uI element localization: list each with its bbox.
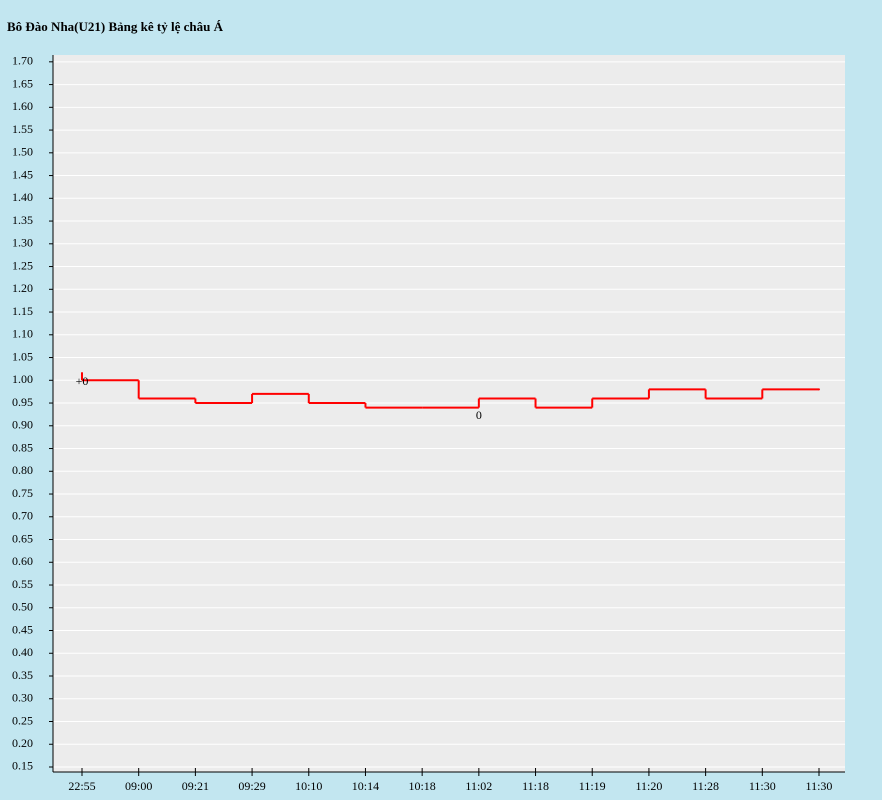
y-tick-label: 1.40	[12, 190, 33, 204]
y-tick-label: 0.35	[12, 668, 33, 682]
x-tick-label: 10:10	[295, 779, 322, 793]
x-tick-label: 11:30	[749, 779, 776, 793]
y-tick-label: 0.85	[12, 440, 33, 454]
annotation: +0	[76, 374, 89, 388]
chart-title: Bô Đào Nha(U21) Bảng kê tỷ lệ châu Á	[7, 19, 224, 34]
y-tick-label: 1.60	[12, 99, 33, 113]
x-tick-label: 22:55	[68, 779, 95, 793]
y-tick-label: 0.80	[12, 463, 33, 477]
x-tick-label: 11:19	[579, 779, 606, 793]
y-tick-label: 1.05	[12, 349, 33, 363]
y-tick-label: 0.75	[12, 486, 33, 500]
y-tick-label: 0.45	[12, 622, 33, 636]
y-tick-label: 1.00	[12, 372, 33, 386]
y-tick-label: 1.10	[12, 327, 33, 341]
x-tick-label: 11:28	[692, 779, 719, 793]
y-tick-label: 0.90	[12, 418, 33, 432]
y-tick-label: 0.15	[12, 759, 33, 773]
plot-area	[53, 55, 845, 772]
x-tick-label: 09:00	[125, 779, 152, 793]
y-tick-label: 0.70	[12, 509, 33, 523]
y-tick-label: 1.55	[12, 122, 33, 136]
step-point	[818, 388, 820, 391]
y-tick-label: 1.70	[12, 54, 33, 68]
y-tick-label: 1.65	[12, 76, 33, 90]
y-tick-label: 1.50	[12, 145, 33, 159]
x-tick-label: 11:18	[522, 779, 549, 793]
y-tick-label: 1.45	[12, 167, 33, 181]
x-tick-label: 10:14	[352, 779, 379, 793]
y-tick-label: 0.55	[12, 577, 33, 591]
x-tick-label: 10:18	[408, 779, 435, 793]
y-tick-label: 1.20	[12, 281, 33, 295]
y-tick-label: 0.60	[12, 554, 33, 568]
y-tick-label: 0.20	[12, 736, 33, 750]
annotation: 0	[476, 408, 482, 422]
x-tick-label: 11:20	[635, 779, 662, 793]
y-tick-label: 1.30	[12, 236, 33, 250]
y-tick-label: 1.25	[12, 258, 33, 272]
y-tick-label: 0.65	[12, 531, 33, 545]
x-tick-label: 09:29	[238, 779, 265, 793]
y-tick-label: 1.35	[12, 213, 33, 227]
y-tick-label: 0.50	[12, 600, 33, 614]
y-tick-label: 0.30	[12, 691, 33, 705]
y-tick-label: 0.40	[12, 645, 33, 659]
y-tick-label: 1.15	[12, 304, 33, 318]
x-tick-label: 11:02	[465, 779, 492, 793]
x-tick-label: 11:30	[806, 779, 833, 793]
y-tick-label: 0.95	[12, 395, 33, 409]
y-tick-label: 0.25	[12, 713, 33, 727]
x-tick-label: 09:21	[182, 779, 209, 793]
